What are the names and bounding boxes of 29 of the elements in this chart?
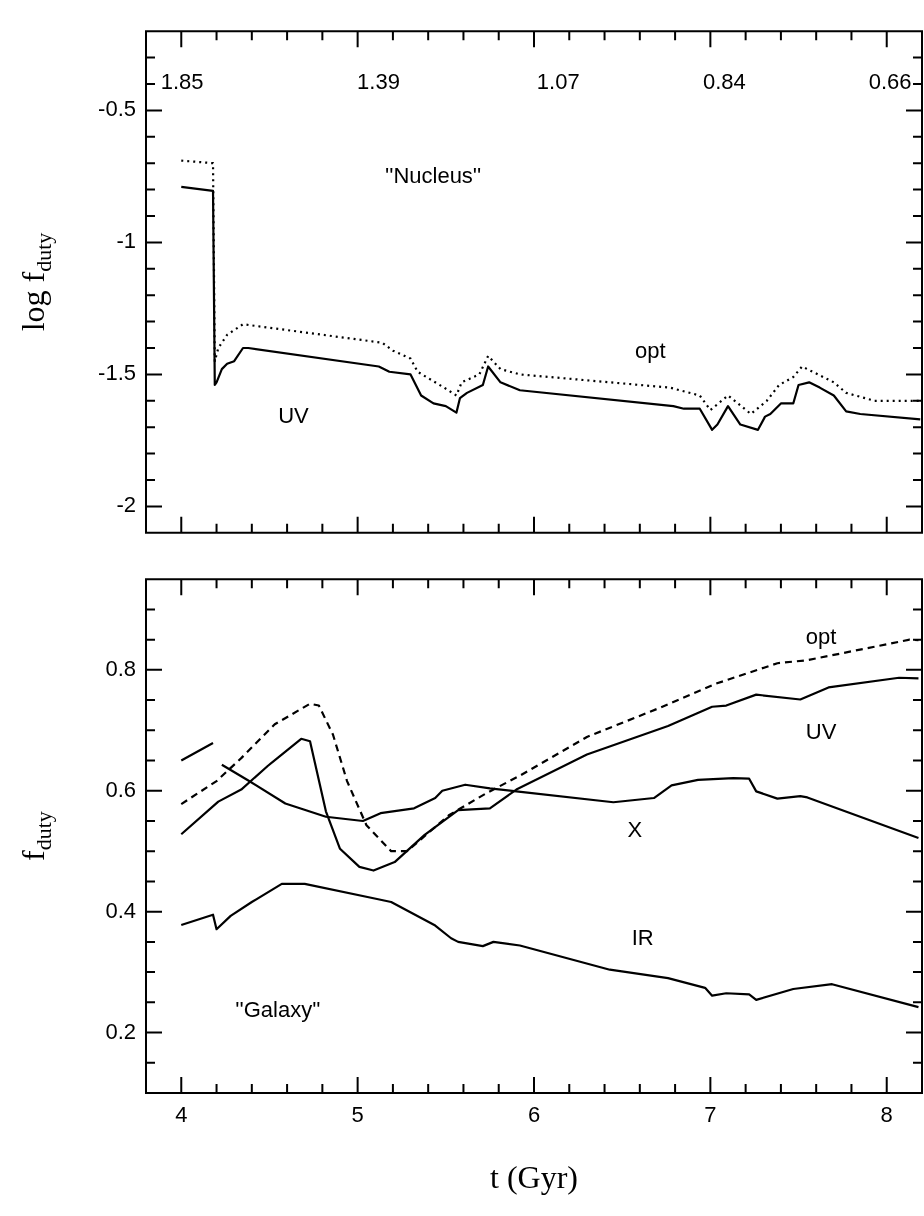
- y-tick-label: -1.5: [98, 360, 136, 386]
- series-label: IR: [631, 924, 654, 950]
- text: UV: [278, 403, 310, 429]
- x-axis-title: t (Gyr): [490, 1159, 578, 1196]
- series-label: opt: [805, 624, 837, 650]
- x2-tick-label: 0.84: [703, 69, 746, 95]
- annotation: ''Nucleus'': [384, 162, 482, 188]
- x-tick-label: 5: [351, 1102, 364, 1128]
- y-tick-label: -0.5: [98, 96, 136, 122]
- x-tick-label: 6: [527, 1102, 541, 1128]
- y-axis-title: log fduty: [15, 232, 57, 332]
- annotation: ''Galaxy'': [235, 996, 321, 1022]
- x-tick-label: 4: [175, 1102, 188, 1128]
- x-tick-label: 8: [880, 1102, 893, 1128]
- y-tick-label: -2: [116, 492, 136, 518]
- y-tick-label: 0.6: [105, 776, 136, 802]
- y-tick-label: 0.4: [105, 897, 136, 923]
- y-tick-label: 0.2: [105, 1018, 136, 1044]
- x2-tick-label: 1.07: [536, 69, 580, 95]
- y-axis-title: fduty: [15, 811, 57, 861]
- y-tick-label: -1: [116, 228, 136, 254]
- x-tick-label: 7: [704, 1102, 717, 1128]
- x2-tick-label: 1.85: [160, 69, 204, 95]
- series-label: opt: [635, 338, 666, 364]
- series-label: UV: [805, 719, 837, 745]
- series-label: X: [627, 817, 643, 843]
- y-tick-label: 0.8: [105, 655, 136, 681]
- x2-tick-label: 0.66: [868, 69, 912, 95]
- x2-tick-label: 1.39: [357, 69, 400, 95]
